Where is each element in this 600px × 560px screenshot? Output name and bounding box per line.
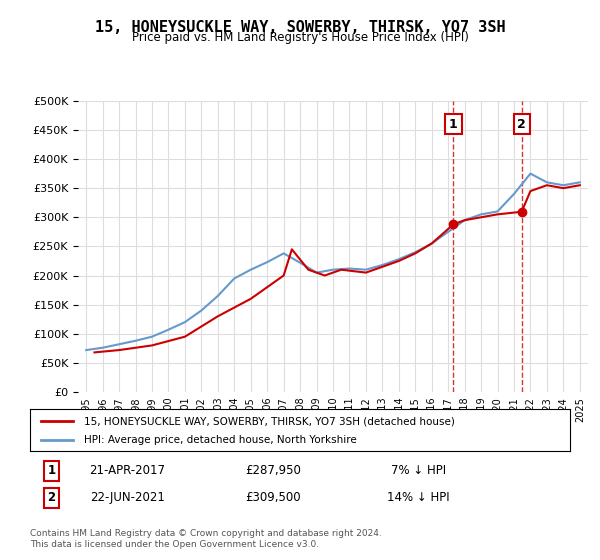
Text: £287,950: £287,950 bbox=[245, 464, 301, 477]
Text: 22-JUN-2021: 22-JUN-2021 bbox=[90, 492, 164, 505]
Text: Price paid vs. HM Land Registry's House Price Index (HPI): Price paid vs. HM Land Registry's House … bbox=[131, 31, 469, 44]
Text: £309,500: £309,500 bbox=[245, 492, 301, 505]
Text: 1: 1 bbox=[47, 464, 56, 477]
Text: HPI: Average price, detached house, North Yorkshire: HPI: Average price, detached house, Nort… bbox=[84, 435, 357, 445]
Text: 1: 1 bbox=[449, 118, 458, 130]
Text: 21-APR-2017: 21-APR-2017 bbox=[89, 464, 165, 477]
Text: 7% ↓ HPI: 7% ↓ HPI bbox=[391, 464, 446, 477]
Text: 15, HONEYSUCKLE WAY, SOWERBY, THIRSK, YO7 3SH (detached house): 15, HONEYSUCKLE WAY, SOWERBY, THIRSK, YO… bbox=[84, 417, 455, 426]
Text: Contains HM Land Registry data © Crown copyright and database right 2024.
This d: Contains HM Land Registry data © Crown c… bbox=[30, 529, 382, 549]
Text: 2: 2 bbox=[47, 492, 56, 505]
Text: 2: 2 bbox=[517, 118, 526, 130]
Text: 15, HONEYSUCKLE WAY, SOWERBY, THIRSK, YO7 3SH: 15, HONEYSUCKLE WAY, SOWERBY, THIRSK, YO… bbox=[95, 20, 505, 35]
Text: 14% ↓ HPI: 14% ↓ HPI bbox=[388, 492, 450, 505]
